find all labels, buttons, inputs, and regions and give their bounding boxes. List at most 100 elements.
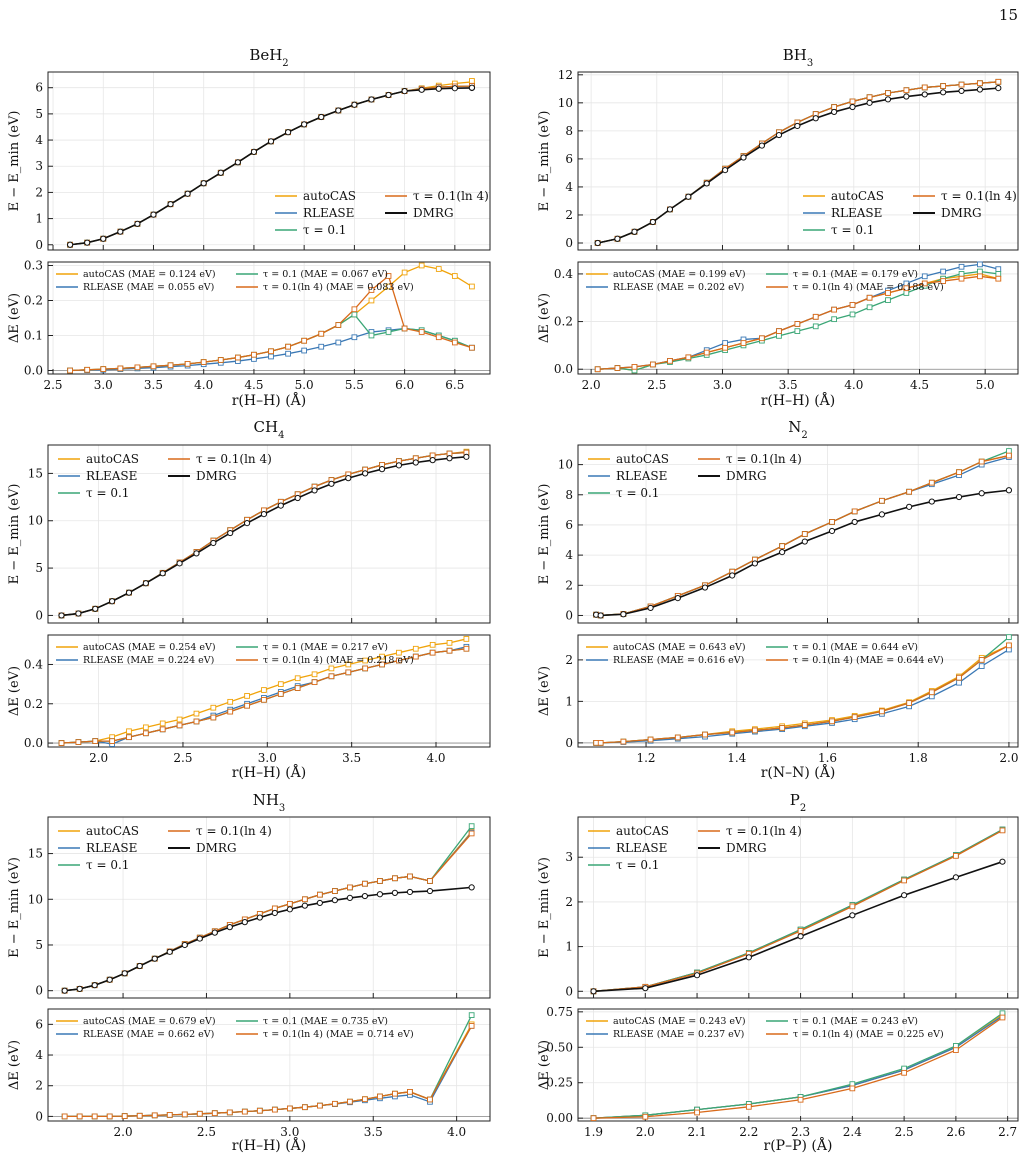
y-tick-label: 0.25	[546, 1076, 573, 1090]
legend-label: τ = 0.1(ln 4)	[413, 189, 489, 203]
data-point	[285, 350, 291, 357]
legend: autoCAS RLEASE τ = 0.1 τ = 0.1(ln 4) DMRG	[58, 824, 272, 872]
data-point	[346, 894, 353, 902]
data-point	[729, 729, 736, 736]
data-point	[427, 878, 433, 884]
data-point	[159, 726, 166, 733]
y-axis-label: ΔE (eV)	[7, 1040, 22, 1090]
data-point	[184, 190, 191, 197]
y-tick-label: 0.4	[554, 267, 573, 281]
data-point	[779, 549, 786, 556]
axes-frame	[577, 71, 1019, 251]
data-point	[67, 241, 74, 248]
data-point	[597, 740, 604, 746]
y-tick-label: 0.50	[546, 1040, 573, 1054]
y-tick-label: 0.2	[554, 315, 573, 329]
y-tick-label: 0	[565, 236, 573, 250]
y-tick-label: 5	[35, 107, 43, 121]
data-point	[244, 702, 250, 709]
x-tick-label: 2.5	[173, 751, 192, 765]
data-point	[903, 285, 910, 292]
data-point	[812, 313, 819, 320]
legend-label: autoCAS (MAE = 0.679 eV)	[83, 1016, 216, 1027]
energy-panel: 0 1 2 3 4 5 6 E − E_min (eV) autoCAS RLEASE τ = 0.…	[7, 71, 491, 252]
legend: autoCAS (MAE = 0.254 eV) RLEASE (MAE = 0.…	[56, 642, 414, 666]
data-point	[211, 1110, 218, 1117]
data-point	[396, 657, 402, 664]
data-point	[318, 113, 325, 121]
y-axis-label: ΔE (eV)	[537, 666, 552, 716]
data-point	[797, 928, 804, 934]
y-tick-label: 4	[35, 133, 43, 147]
data-point	[256, 1107, 263, 1114]
data-point	[977, 261, 983, 268]
data-point	[594, 239, 601, 247]
series-line	[70, 85, 473, 246]
data-point	[685, 354, 692, 361]
x-tick-label: 4.5	[244, 378, 263, 392]
data-point	[849, 103, 856, 111]
legend-label: τ = 0.1(ln 4)	[726, 824, 802, 838]
data-point	[181, 941, 188, 949]
data-point	[142, 730, 149, 737]
data-point	[828, 527, 836, 535]
data-point	[829, 718, 835, 725]
x-tick-label: 6.0	[395, 378, 414, 392]
y-tick-label: 2	[565, 653, 573, 667]
data-point	[468, 84, 476, 91]
y-tick-label: 0.4	[24, 657, 43, 671]
data-point	[921, 280, 928, 287]
data-point	[701, 584, 709, 591]
data-point	[241, 1108, 248, 1115]
data-point	[451, 85, 458, 92]
data-point	[995, 275, 1002, 282]
data-point	[184, 361, 191, 367]
series-1	[67, 83, 475, 248]
data-point	[412, 459, 419, 466]
data-point	[117, 228, 124, 235]
data-point	[999, 858, 1006, 865]
data-point	[978, 663, 985, 669]
y-tick-label: 2	[565, 208, 573, 222]
data-point	[286, 1105, 293, 1112]
y-axis-label: E − E_min (eV)	[7, 111, 22, 212]
y-tick-label: 2	[565, 895, 573, 909]
data-point	[463, 453, 470, 460]
data-point	[797, 933, 804, 940]
data-point	[685, 193, 692, 200]
series-line	[597, 87, 999, 244]
data-point	[849, 98, 856, 105]
x-tick-label: 2.5	[647, 378, 666, 392]
data-point	[702, 731, 708, 738]
data-point	[901, 892, 908, 899]
data-point	[335, 107, 342, 114]
data-point	[277, 681, 284, 687]
data-point	[976, 86, 984, 93]
data-point	[614, 365, 621, 371]
data-point	[196, 1110, 203, 1117]
data-point	[396, 649, 402, 656]
x-tick-label: 2.5	[895, 1125, 914, 1139]
y-tick-label: 0	[35, 1109, 43, 1123]
series-4	[61, 884, 475, 994]
data-point	[377, 1093, 383, 1100]
x-tick-label: 2.0	[89, 751, 108, 765]
data-point	[446, 455, 453, 462]
series-3	[593, 642, 1012, 746]
data-point	[426, 887, 434, 895]
data-point	[294, 675, 301, 682]
error-panel: 0.0 0.2 0.4 2.0 2.5 3.0 3.5 4.0 4.5 5.0 ΔE (eV) aut…	[537, 261, 1019, 392]
legend-label: τ = 0.1	[303, 223, 346, 237]
y-axis-label: E − E_min (eV)	[7, 857, 22, 958]
data-point	[928, 689, 935, 696]
data-point	[879, 708, 885, 715]
data-point	[261, 687, 267, 693]
data-point	[226, 1109, 233, 1116]
data-point	[176, 560, 183, 567]
x-tick-label: 1.9	[584, 1125, 603, 1139]
data-point	[851, 714, 858, 720]
data-point	[167, 362, 174, 369]
data-point	[693, 972, 701, 979]
data-point	[271, 909, 278, 917]
data-point	[377, 878, 383, 884]
